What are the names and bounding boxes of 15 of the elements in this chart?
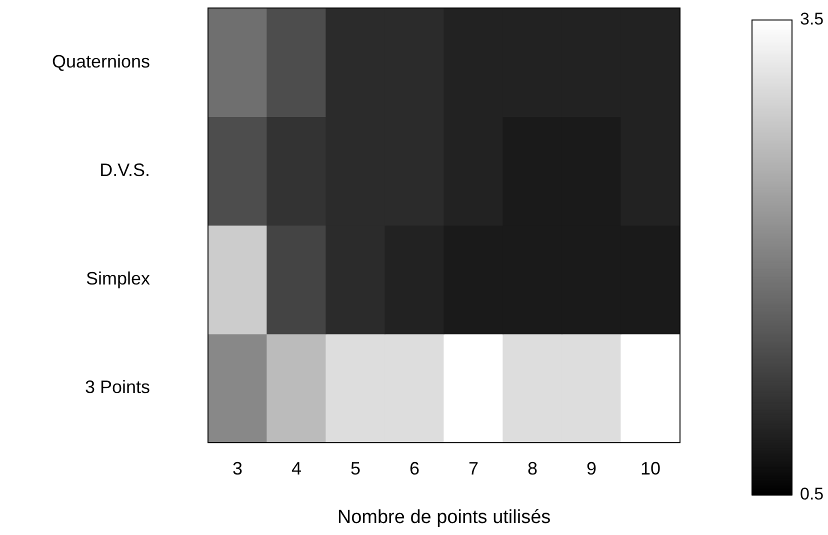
x-tick-label: 9 <box>586 458 597 478</box>
x-tick-label: 10 <box>640 458 661 478</box>
x-tick-label: 7 <box>468 458 479 478</box>
x-tick-label: 3 <box>232 458 243 478</box>
x-tick-label: 6 <box>409 458 420 478</box>
y-tick-label: 3 Points <box>84 377 150 398</box>
y-tick-label: Quaternions <box>52 51 150 72</box>
x-tick-label: 4 <box>291 458 302 478</box>
y-tick-label: Simplex <box>86 268 150 289</box>
x-tick-label: 8 <box>527 458 538 478</box>
color-bar-label: 3.5 <box>800 10 824 29</box>
y-tick-label: D.V.S. <box>100 160 150 180</box>
x-tick-label: 5 <box>350 458 361 478</box>
x-axis-title: Nombre de points utilisés <box>337 506 551 528</box>
color-bar-label: 0.5 <box>800 484 824 504</box>
